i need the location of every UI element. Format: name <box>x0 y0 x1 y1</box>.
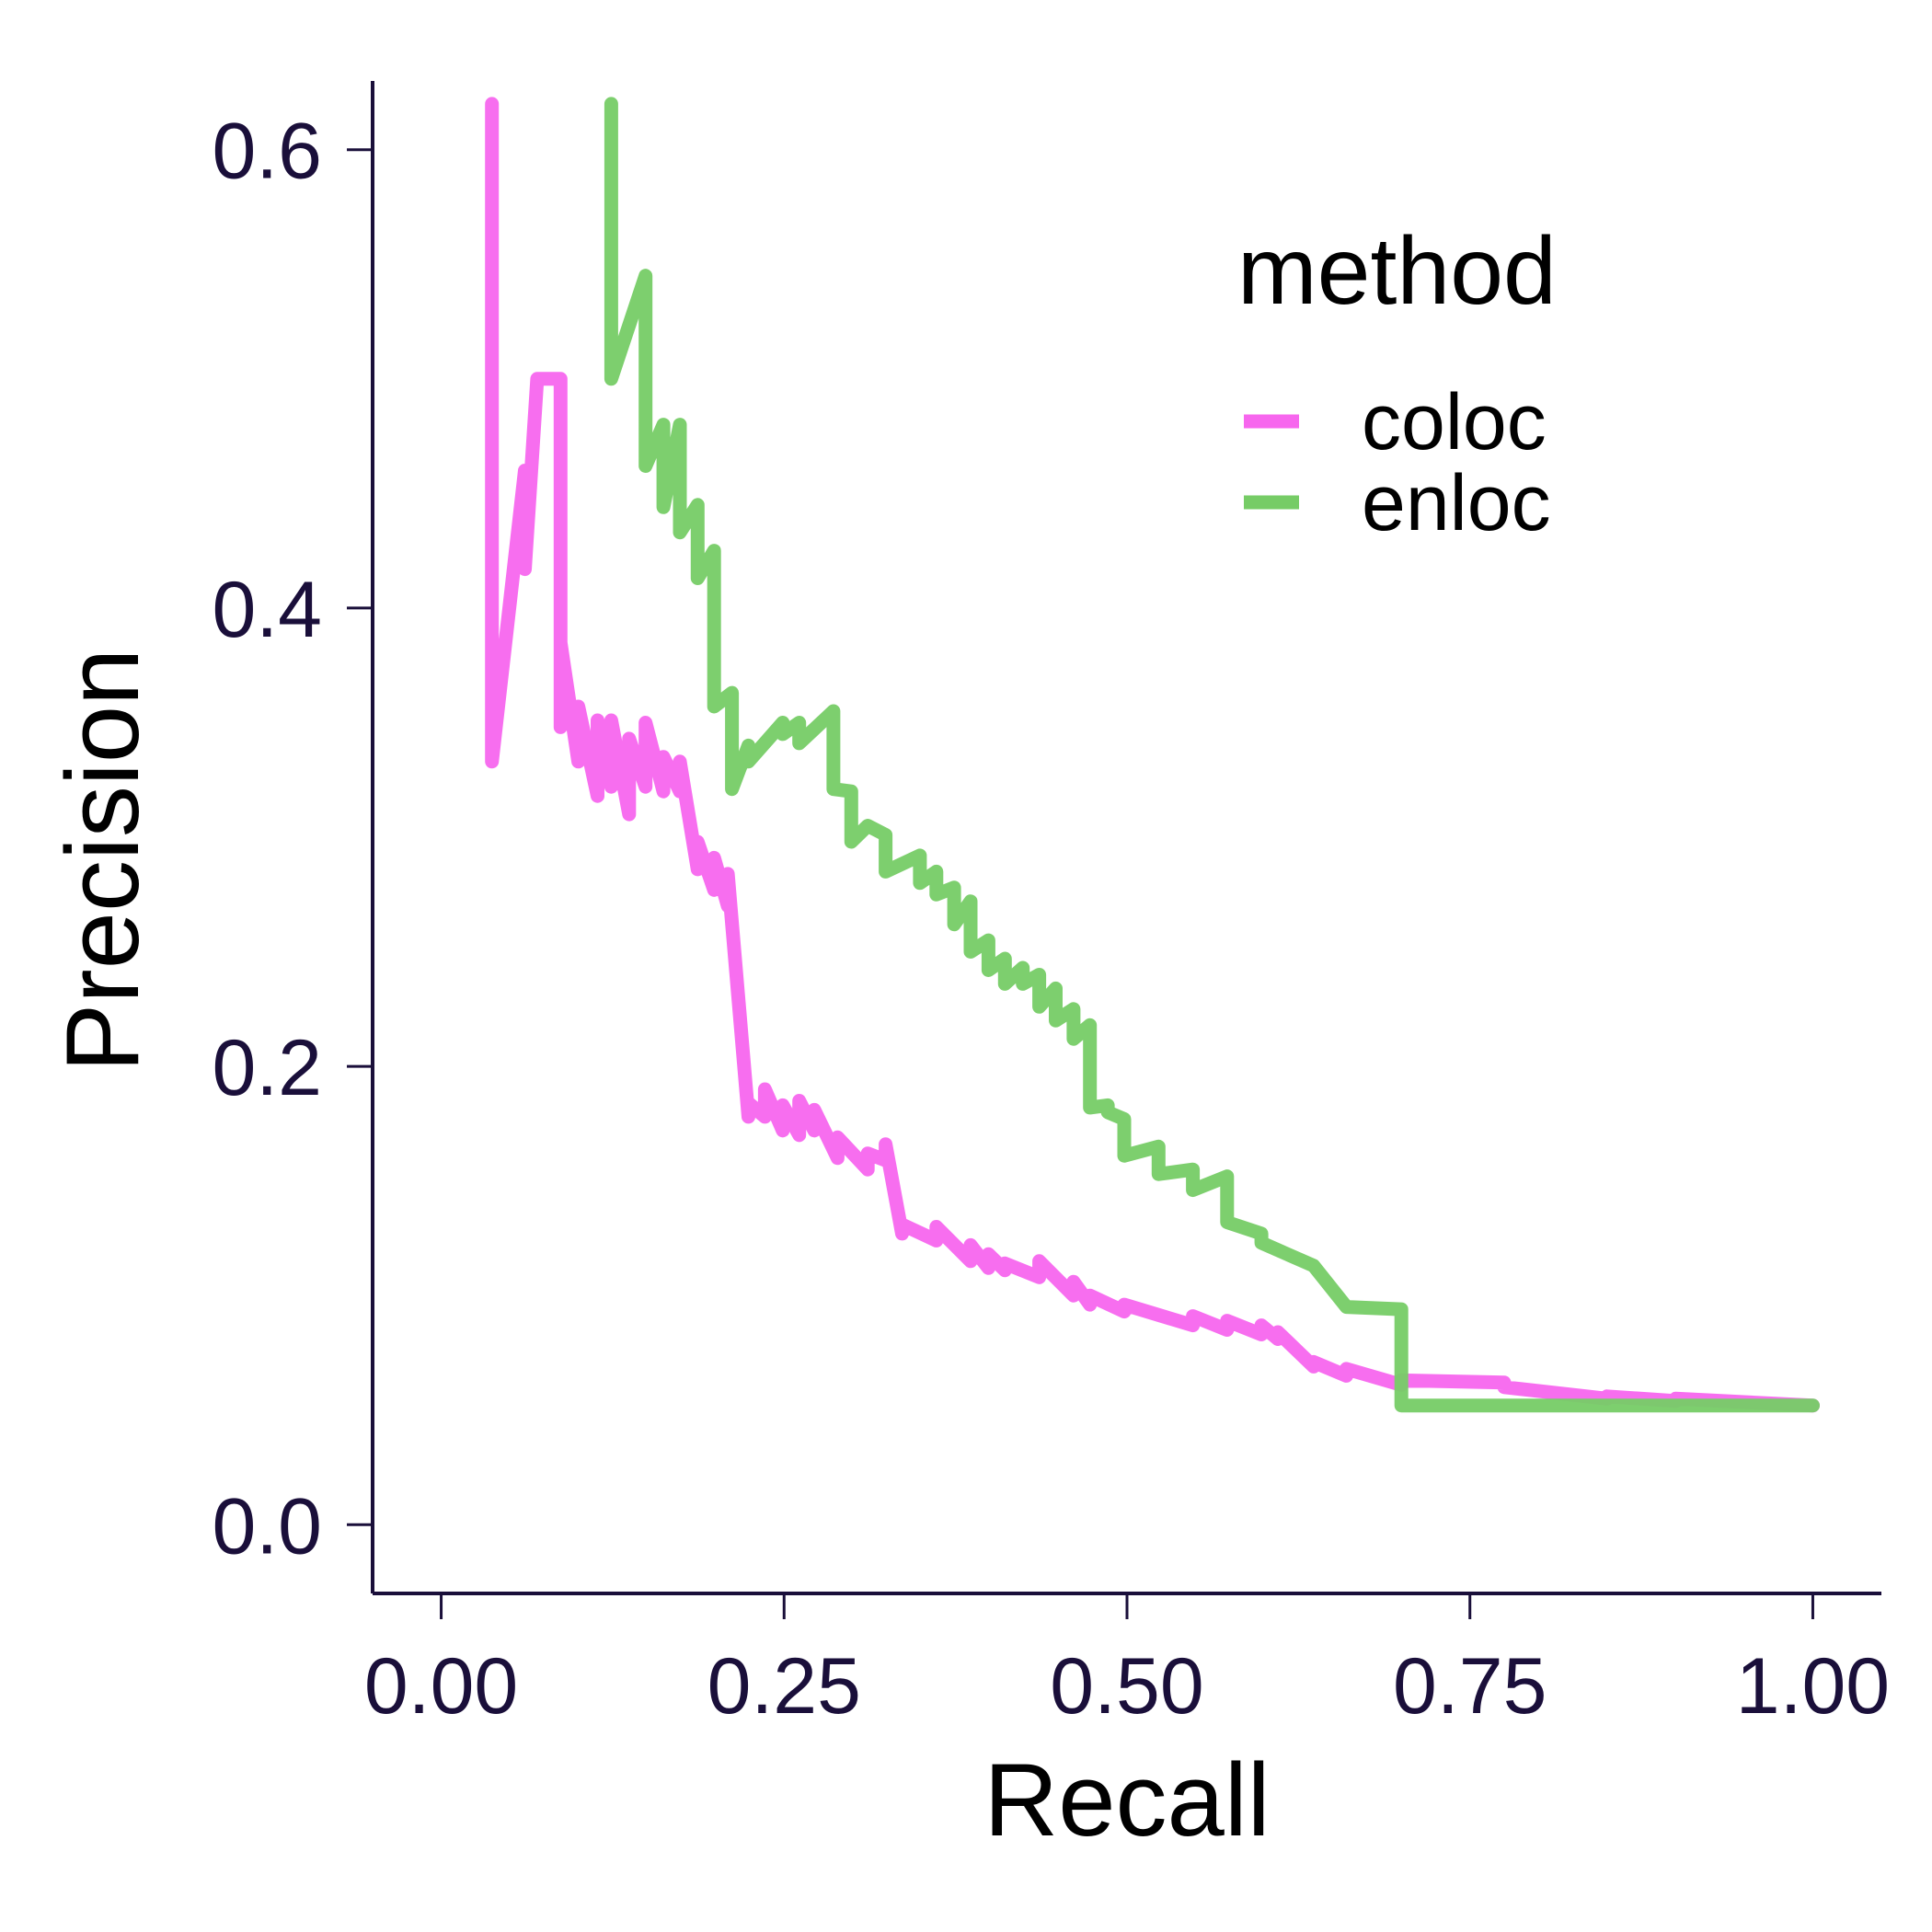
y-tick-label: 0.2 <box>212 1024 322 1112</box>
x-tick-label: 1.00 <box>1736 1642 1890 1731</box>
series-layer <box>485 97 1820 1413</box>
x-tick-label: 0.75 <box>1393 1642 1547 1731</box>
y-tick-label: 0.6 <box>212 108 322 196</box>
x-tick-label: 0.25 <box>707 1642 861 1731</box>
y-tick-label: 0.4 <box>212 566 322 654</box>
series-line-coloc <box>485 97 1820 1413</box>
y-axis-title: Precision <box>45 649 160 1073</box>
legend-title: method <box>1237 218 1557 325</box>
x-axis-title: Recall <box>983 1742 1270 1857</box>
legend-label-coloc: coloc <box>1362 378 1547 466</box>
y-tick-label: 0.0 <box>212 1482 322 1570</box>
legend-label-enloc: enloc <box>1362 459 1551 547</box>
x-tick-label: 0.50 <box>1050 1642 1203 1731</box>
axes-layer <box>371 81 1881 1595</box>
ticks-layer: 0.00 0.25 0.50 0.75 1.00 0.0 0.2 0.4 0.6 <box>212 108 1890 1731</box>
series-line-enloc <box>604 97 1820 1413</box>
x-tick-label: 0.00 <box>364 1642 518 1731</box>
